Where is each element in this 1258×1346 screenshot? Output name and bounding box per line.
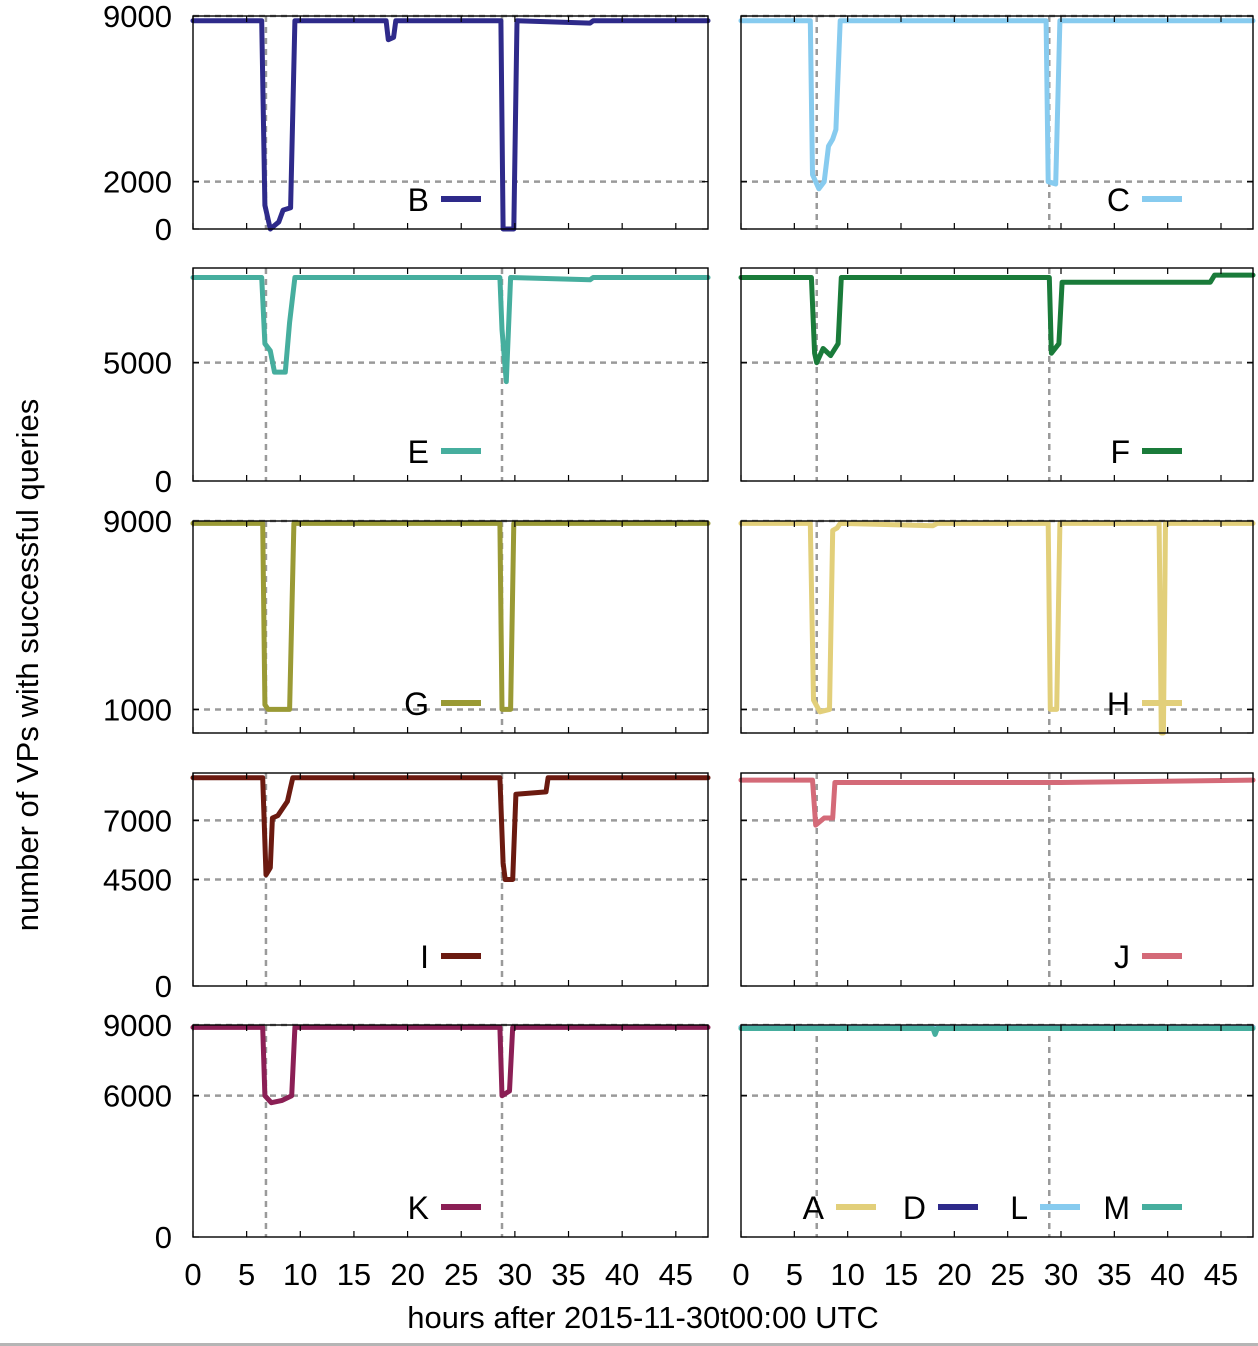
panel-a-d-l-m: 0 5 10 15 20 25 30 35 40 45 A D L M: [732, 1023, 1256, 1292]
y-tick-label: 0: [155, 969, 172, 1004]
panel-e: 0 5000 E: [103, 267, 711, 499]
legend-label-d: D: [903, 1190, 926, 1226]
x-tick-label: 0: [732, 1257, 749, 1292]
y-tick-label: 0: [155, 212, 172, 247]
x-tick-label: 20: [390, 1257, 424, 1292]
x-axis-label: hours after 2015-11-30t00:00 UTC: [407, 1300, 879, 1335]
legend: B: [408, 182, 481, 218]
panel-g: 1000 9000 G: [103, 504, 711, 734]
plot-frame: [740, 267, 1254, 482]
panel-b: 0 2000 9000 B: [103, 0, 711, 247]
series-line-i: [190, 775, 711, 882]
legend: F: [1110, 434, 1182, 470]
x-tick-label: 25: [444, 1257, 478, 1292]
panel-c: C: [738, 14, 1256, 230]
x-tick-label: 30: [498, 1257, 532, 1292]
bottom-divider: [0, 1343, 1258, 1346]
legend: I: [420, 939, 481, 975]
panel-k: 0 6000 9000 0 5 10 15 20 25 30 35 40 45 K: [103, 1008, 711, 1292]
legend-label-h: H: [1107, 686, 1130, 722]
x-tick-label: 15: [884, 1257, 918, 1292]
legend: K: [408, 1190, 481, 1226]
legend-label-l: L: [1010, 1190, 1028, 1226]
x-tick-label: 45: [1204, 1257, 1238, 1292]
legend: E: [408, 434, 481, 470]
y-tick-label: 9000: [103, 1008, 172, 1043]
series-line-c: [738, 18, 1256, 192]
legend-label-f: F: [1110, 434, 1130, 470]
legend-label-c: C: [1107, 182, 1130, 218]
legend-label-j: J: [1114, 939, 1130, 975]
x-tick-label: 5: [786, 1257, 803, 1292]
y-tick-label: 0: [155, 1220, 172, 1255]
x-tick-label: 40: [605, 1257, 639, 1292]
legend-label-b: B: [408, 182, 429, 218]
plot-frame: [192, 267, 709, 482]
x-tick-label: 35: [1097, 1257, 1131, 1292]
x-tick-label: 15: [337, 1257, 371, 1292]
x-tick-label: 40: [1150, 1257, 1184, 1292]
plot-frame: [740, 1024, 1254, 1238]
plot-frame: [192, 1024, 709, 1238]
legend: G: [404, 686, 481, 722]
legend: H: [1107, 686, 1182, 722]
x-tick-label: 20: [937, 1257, 971, 1292]
y-tick-label: 9000: [103, 0, 172, 34]
y-tick-label: 6000: [103, 1079, 172, 1114]
legend-label-g: G: [404, 686, 429, 722]
y-tick-label: 9000: [103, 504, 172, 539]
x-tick-label: 5: [238, 1257, 255, 1292]
legend: J: [1114, 939, 1182, 975]
y-tick-label: 1000: [103, 692, 172, 727]
series-line-j: [738, 777, 1256, 828]
series-line-f: [738, 272, 1256, 366]
legend-label-i: I: [420, 939, 429, 975]
x-tick-label: 35: [551, 1257, 585, 1292]
panel-f: F: [738, 267, 1256, 482]
legend-label-m: M: [1103, 1190, 1130, 1226]
series-line-e: [190, 275, 711, 385]
y-axis-label: number of VPs with successful queries: [10, 399, 45, 931]
series-line-m: [738, 1026, 1256, 1037]
legend: C: [1107, 182, 1182, 218]
legend-label-a: A: [803, 1190, 825, 1226]
x-tick-label: 30: [1044, 1257, 1078, 1292]
plot-frame: [192, 15, 709, 230]
series-line-g: [190, 520, 711, 712]
plot-frame: [740, 520, 1254, 734]
x-tick-label: 0: [184, 1257, 201, 1292]
y-tick-label: 0: [155, 464, 172, 499]
panel-i: 0 4500 7000 I: [103, 772, 711, 1004]
x-tick-label: 10: [830, 1257, 864, 1292]
y-tick-label: 7000: [103, 803, 172, 838]
legend-label-e: E: [408, 434, 429, 470]
series-line-k: [190, 1024, 711, 1106]
panel-j: J: [738, 772, 1256, 987]
y-tick-label: 2000: [103, 165, 172, 200]
y-tick-label: 5000: [103, 346, 172, 381]
legend-label-k: K: [408, 1190, 429, 1226]
y-tick-label: 4500: [103, 863, 172, 898]
x-tick-label: 45: [659, 1257, 693, 1292]
panel-h: H: [738, 519, 1256, 736]
x-tick-label: 25: [990, 1257, 1024, 1292]
plot-frame: [192, 520, 709, 734]
x-tick-label: 10: [283, 1257, 317, 1292]
plot-frame: [740, 15, 1254, 230]
